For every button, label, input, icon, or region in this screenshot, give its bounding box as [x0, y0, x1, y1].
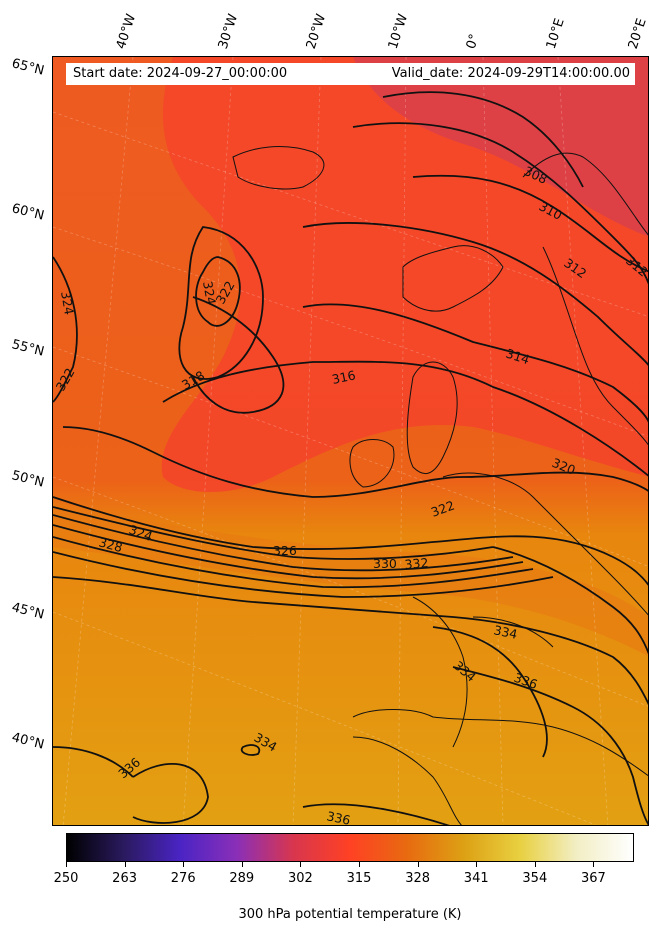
contour-label: 332 — [404, 555, 429, 572]
colorbar — [66, 833, 634, 862]
colorbar-tick — [417, 862, 419, 867]
coldest-region — [353, 57, 648, 237]
colorbar-title: 300 hPa potential temperature (K) — [238, 907, 462, 922]
lon-label-10e: 10°E — [543, 16, 568, 51]
colorbar-tick — [124, 862, 126, 867]
contour-label: 324 — [58, 290, 77, 316]
colorbar-tick-label: 328 — [405, 871, 431, 886]
colorbar-tick-label: 250 — [53, 871, 79, 886]
lat-label-55n: 55°N — [10, 337, 46, 360]
contour-label: 334 — [492, 622, 519, 642]
colorbar-tick — [300, 862, 302, 867]
potential-temperature-map: 308 310 312 312 314 316 318 320 322 322 … — [53, 57, 648, 826]
date-header-box — [66, 63, 635, 85]
contour-label-group: 308 310 312 312 314 316 318 320 322 322 … — [53, 163, 648, 826]
start-date-label: Start date: 2024-09-27_00:00:00 — [73, 66, 288, 81]
colorbar-tick — [66, 862, 67, 867]
colorbar-tick — [183, 862, 185, 867]
colorbar-tick-label: 289 — [229, 871, 255, 886]
lat-label-45n: 45°N — [10, 600, 46, 623]
lon-label-0: 0° — [463, 32, 483, 51]
graticule — [53, 57, 648, 825]
colorbar-tick-label: 367 — [581, 871, 606, 886]
lat-label-50n: 50°N — [10, 468, 46, 491]
lat-label-60n: 60°N — [10, 201, 46, 224]
colorbar-tick-label: 302 — [287, 871, 313, 886]
colorbar-tick — [534, 862, 536, 867]
contour-lines — [53, 91, 648, 825]
coastlines — [232, 146, 648, 825]
colorbar-tick — [359, 862, 361, 867]
contour-label: 328 — [97, 534, 124, 555]
colorbar-tick-label: 263 — [112, 871, 138, 886]
lon-label-40w: 40°W — [113, 12, 140, 51]
lon-label-30w: 30°W — [215, 12, 242, 51]
colorbar-tick — [593, 862, 595, 867]
colorbar-tick — [241, 862, 243, 867]
lon-label-20e: 20°E — [625, 16, 650, 51]
contour-label: 324 — [200, 280, 219, 306]
colorbar-tick — [476, 862, 478, 867]
colorbar-tick-label: 276 — [170, 871, 196, 886]
contour-label: 326 — [273, 543, 297, 558]
map-panel: 308 310 312 312 314 316 318 320 322 322 … — [52, 56, 649, 826]
contour-label: 336 — [325, 808, 352, 826]
colorbar-tick-label: 354 — [522, 871, 548, 886]
valid-date-label: Valid_date: 2024-09-29T14:00:00.00 — [391, 66, 630, 81]
lat-label-65n: 65°N — [10, 56, 46, 79]
colorbar-tick-label: 341 — [463, 871, 489, 886]
contour-label: 330 — [373, 556, 397, 571]
contour-label: 316 — [331, 367, 358, 387]
lat-label-40n: 40°N — [10, 730, 46, 753]
lon-label-10w: 10°W — [385, 12, 412, 51]
colorbar-tick-label: 315 — [346, 871, 372, 886]
lon-label-20w: 20°W — [303, 12, 330, 51]
contour-label: 314 — [504, 346, 531, 368]
